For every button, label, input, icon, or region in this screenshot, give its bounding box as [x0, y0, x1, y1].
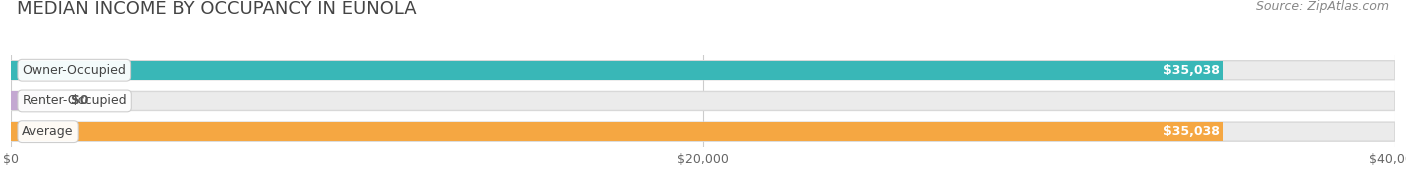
- FancyBboxPatch shape: [11, 122, 1395, 141]
- Text: $35,038: $35,038: [1164, 64, 1220, 77]
- Bar: [11, 91, 51, 111]
- Text: Source: ZipAtlas.com: Source: ZipAtlas.com: [1256, 0, 1389, 13]
- Text: Renter-Occupied: Renter-Occupied: [22, 94, 127, 107]
- Text: MEDIAN INCOME BY OCCUPANCY IN EUNOLA: MEDIAN INCOME BY OCCUPANCY IN EUNOLA: [17, 0, 416, 18]
- Text: Average: Average: [22, 125, 75, 138]
- FancyBboxPatch shape: [11, 91, 1395, 111]
- FancyBboxPatch shape: [11, 61, 1395, 80]
- Text: $0: $0: [70, 94, 89, 107]
- Bar: [11, 61, 1223, 80]
- Bar: [11, 122, 1223, 141]
- Text: $35,038: $35,038: [1164, 125, 1220, 138]
- Text: Owner-Occupied: Owner-Occupied: [22, 64, 127, 77]
